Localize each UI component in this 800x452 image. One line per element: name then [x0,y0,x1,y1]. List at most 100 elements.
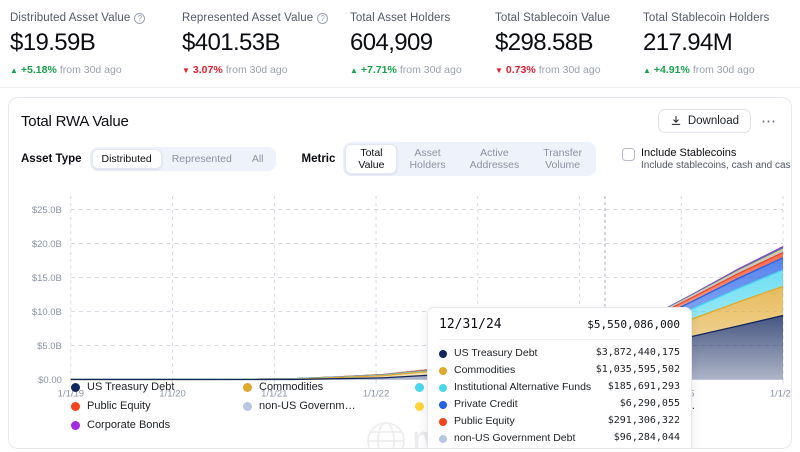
card-header: Total RWA Value Download ⋯ [9,98,791,133]
tooltip-series-color-dot [439,434,447,443]
legend-color-dot [243,401,252,411]
tooltip-series-color-dot [439,383,447,392]
download-button-label: Download [687,115,739,127]
download-button[interactable]: Download [657,109,751,133]
asset-type-segmented-control: Distributed Represented All [89,147,276,172]
stat-delta-pct: +5.18% [20,64,57,76]
y-axis-tick-label: $0.00 [38,375,62,386]
stat-label-text: Distributed Asset Value [10,12,131,24]
metric-option-line2: Addresses [469,159,520,172]
legend-label: Commodities [259,381,324,393]
x-axis-tick-label: 1/1/26 [770,389,791,400]
stat-label: Total Stablecoin Value [495,12,633,24]
metric-option-asset-holders[interactable]: Asset Holders [397,145,457,173]
y-axis-tick-label: $5.0B [37,341,62,352]
legend-color-dot [415,401,424,411]
chart-card: Total RWA Value Download ⋯ Asset Type Di… [8,97,792,449]
stat-delta: ▲ +7.71% from 30d ago [350,64,485,76]
download-icon [671,116,681,125]
stat-value: 217.94M [643,29,733,56]
include-stablecoins-text: Include Stablecoins Include stablecoins,… [641,147,791,171]
question-circle-icon[interactable]: ? [317,12,329,24]
stat-value: $19.59B [10,29,96,56]
asset-type-option-all[interactable]: All [251,153,264,166]
metric-option-line1: Asset [414,147,441,159]
tooltip-series-value: $291,306,322 [607,415,680,427]
tooltip-series-name: Public Equity [454,415,515,427]
stat-card-total-stablecoin-holders: Total Stablecoin Holders 217.94M ▲ +4.91… [633,8,800,87]
stat-delta-period: from 30d ago [692,64,755,76]
stat-delta-pct: +7.71% [360,64,397,76]
tooltip-series-color-dot [439,349,447,358]
legend-color-dot [243,382,252,392]
y-axis-tick-label: $10.0B [32,307,62,318]
legend-item[interactable]: Commodities [243,381,415,393]
stat-card-represented-asset-value: Represented Asset Value ? $401.53B ▼ 3.0… [172,8,340,87]
metric-segmented-control: Total Value Asset Holders Active Address… [343,142,596,177]
asset-type-control: Asset Type Distributed Represented All [21,147,276,172]
tooltip-series-name: non-US Government Debt [454,432,576,444]
trend-up-icon: ▲ [643,65,651,75]
tooltip-series-color-dot [439,366,447,375]
x-axis-tick-label: 1/1/22 [363,389,389,400]
stat-card-distributed-asset-value: Distributed Asset Value ? $19.59B ▲ +5.1… [0,8,172,87]
tooltip-series-value: $49,974,730 [614,447,680,448]
legend-item[interactable]: non-US Governm… [243,400,415,412]
tooltip-series-name: US Treasury Debt [454,347,538,359]
asset-type-label: Asset Type [21,153,82,166]
metric-control: Metric Total Value Asset Holders Active … [302,142,596,177]
asset-type-option-distributed[interactable]: Distributed [91,149,162,170]
stat-label: Distributed Asset Value ? [10,12,172,24]
metric-option-line1: Active [480,147,509,159]
stat-value: $401.53B [182,29,281,56]
chart-tooltip: 12/31/24 $5,550,086,000 US Treasury Debt… [427,307,692,448]
metric-option-line1: Transfer [543,147,582,159]
x-axis-tick-label: 1/1/19 [58,389,84,400]
metric-option-active-addresses[interactable]: Active Addresses [458,145,532,173]
chart-controls: Asset Type Distributed Represented All M… [9,133,791,177]
tooltip-series-value: $3,872,440,175 [595,347,680,359]
tooltip-series-color-dot [439,400,447,409]
include-stablecoins-control[interactable]: Include Stablecoins Include stablecoins,… [621,147,791,171]
include-stablecoins-checkbox[interactable] [621,148,635,162]
tooltip-series-value: $96,284,044 [613,432,680,444]
stat-card-total-stablecoin-value: Total Stablecoin Value $298.58B ▼ 0.73% … [485,8,633,87]
metric-option-line2: Holders [409,159,446,172]
tooltip-series-value: $185,691,293 [607,381,680,393]
tooltip-series-name: Private Credit [454,398,518,410]
trend-up-icon: ▲ [10,65,18,75]
legend-item[interactable]: Corporate Bonds [71,419,243,431]
asset-type-option-represented[interactable]: Represented [171,153,232,166]
tooltip-series-name: Institutional Alternative Funds [454,381,592,393]
tooltip-series-name: Commodities [454,364,516,376]
trend-down-icon: ▼ [182,65,190,75]
y-axis-tick-label: $25.0B [32,205,62,216]
stat-delta: ▼ 3.07% from 30d ago [182,64,340,76]
metric-option-total-value[interactable]: Total Value [345,144,398,175]
legend-label: US Treasury Debt [87,381,175,393]
y-axis-tick-label: $15.0B [32,273,62,284]
tooltip-series-value: $6,290,055 [619,398,680,410]
stat-label-text: Total Stablecoin Value [495,12,611,24]
stat-label: Represented Asset Value ? [182,12,340,24]
stat-label: Total Stablecoin Holders [643,12,800,24]
stat-label-text: Total Stablecoin Holders [643,12,770,24]
stat-label-text: Represented Asset Value [182,12,314,24]
metric-option-transfer-volume[interactable]: Transfer Volume [531,145,594,173]
question-circle-icon[interactable]: ? [134,12,146,24]
legend-item[interactable]: US Treasury Debt [71,381,243,393]
tooltip-date: 12/31/24 [439,317,502,332]
tooltip-row: Institutional Alternative Funds $185,691,… [439,379,680,396]
stat-label-text: Total Asset Holders [350,12,451,24]
tooltip-total-value: $5,550,086,000 [587,318,680,331]
stat-delta: ▲ +4.91% from 30d ago [643,64,800,76]
legend-color-dot [415,382,424,392]
summary-stats-strip: Distributed Asset Value ? $19.59B ▲ +5.1… [0,0,800,88]
trend-down-icon: ▼ [495,65,503,75]
stat-delta-pct: 3.07% [192,64,223,76]
legend-item[interactable]: Public Equity [71,400,243,412]
tooltip-row: Private Credit $6,290,055 [439,396,680,413]
ellipsis-icon[interactable]: ⋯ [761,113,777,130]
trend-up-icon: ▲ [350,65,358,75]
legend-color-dot [71,382,80,392]
